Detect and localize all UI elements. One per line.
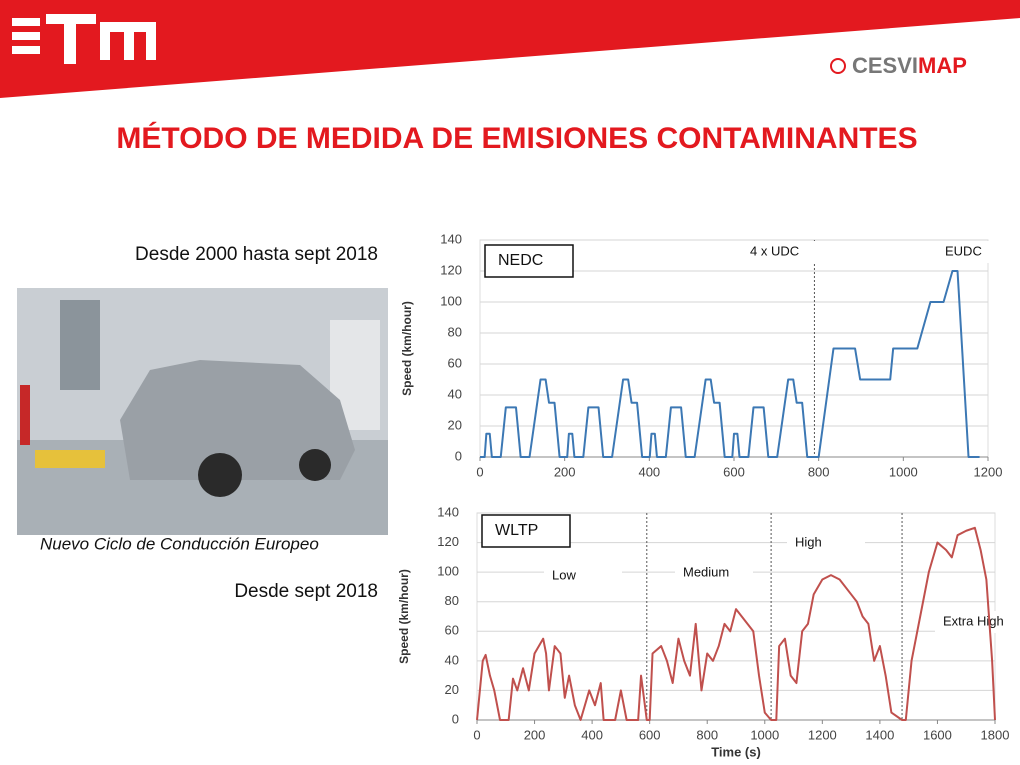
annotation: Medium	[683, 564, 729, 579]
x-tick-label: 0	[473, 727, 480, 742]
x-tick-label: 1400	[865, 727, 894, 742]
annotation-bg	[742, 241, 820, 263]
y-tick-label: 40	[445, 652, 459, 667]
annotation: NEDC	[498, 252, 543, 269]
y-tick-label: 100	[437, 564, 459, 579]
x-tick-label: 0	[476, 464, 483, 479]
annotation-bg	[675, 562, 753, 584]
x-tick-label: 1200	[808, 727, 837, 742]
x-tick-label: 200	[524, 727, 546, 742]
photo	[17, 288, 388, 535]
y-tick-label: 120	[437, 534, 459, 549]
x-tick-label: 800	[696, 727, 718, 742]
y-tick-label: 0	[455, 448, 462, 463]
annotation: EUDC	[945, 243, 982, 258]
y-tick-label: 0	[452, 711, 459, 726]
series-line	[480, 270, 980, 458]
y-axis-label: Speed (km/hour)	[400, 301, 414, 396]
annotation-bg	[935, 611, 1013, 633]
y-tick-label: 140	[440, 231, 462, 246]
annotation-box	[484, 244, 574, 278]
x-tick-label: 1200	[974, 464, 1003, 479]
annotation-bg	[937, 241, 1015, 263]
y-tick-label: 20	[445, 682, 459, 697]
y-tick-label: 60	[448, 355, 462, 370]
x-tick-label: 1000	[889, 464, 918, 479]
annotation: Extra High	[943, 613, 1004, 628]
x-tick-label: 200	[554, 464, 576, 479]
y-tick-label: 20	[448, 417, 462, 432]
y-tick-label: 140	[437, 504, 459, 519]
annotation: High	[795, 534, 822, 549]
x-tick-label: 600	[723, 464, 745, 479]
period-label: Desde 2000 hasta sept 2018	[135, 244, 378, 265]
red-banner	[0, 0, 1020, 98]
period-label: Desde sept 2018	[234, 581, 378, 602]
y-tick-label: 80	[445, 593, 459, 608]
annotation-bg	[544, 565, 622, 587]
x-tick-label: 600	[639, 727, 661, 742]
y-axis-label: Speed (km/hour)	[397, 569, 411, 664]
annotation: 4 x UDC	[750, 243, 799, 258]
series-line	[476, 526, 996, 721]
y-tick-label: 60	[445, 623, 459, 638]
brand: CESVIMAP	[852, 53, 967, 78]
annotation: Low	[552, 567, 576, 582]
photo-caption: Nuevo Ciclo de Conducción Europeo	[40, 534, 319, 553]
y-tick-label: 100	[440, 293, 462, 308]
x-axis-label: Time (s)	[711, 744, 761, 759]
annotation: WLTP	[495, 522, 538, 539]
logo	[12, 14, 156, 64]
x-tick-label: 1600	[923, 727, 952, 742]
y-tick-label: 120	[440, 262, 462, 277]
x-tick-label: 1800	[981, 727, 1010, 742]
brand-icon	[830, 58, 846, 74]
annotation-box	[481, 514, 571, 548]
x-tick-label: 1000	[750, 727, 779, 742]
annotation-bg	[787, 532, 865, 554]
x-tick-label: 400	[581, 727, 603, 742]
slide-title: MÉTODO DE MEDIDA DE EMISIONES CONTAMINAN…	[116, 121, 917, 155]
y-tick-label: 80	[448, 324, 462, 339]
x-tick-label: 400	[638, 464, 660, 479]
x-tick-label: 800	[808, 464, 830, 479]
y-tick-label: 40	[448, 386, 462, 401]
